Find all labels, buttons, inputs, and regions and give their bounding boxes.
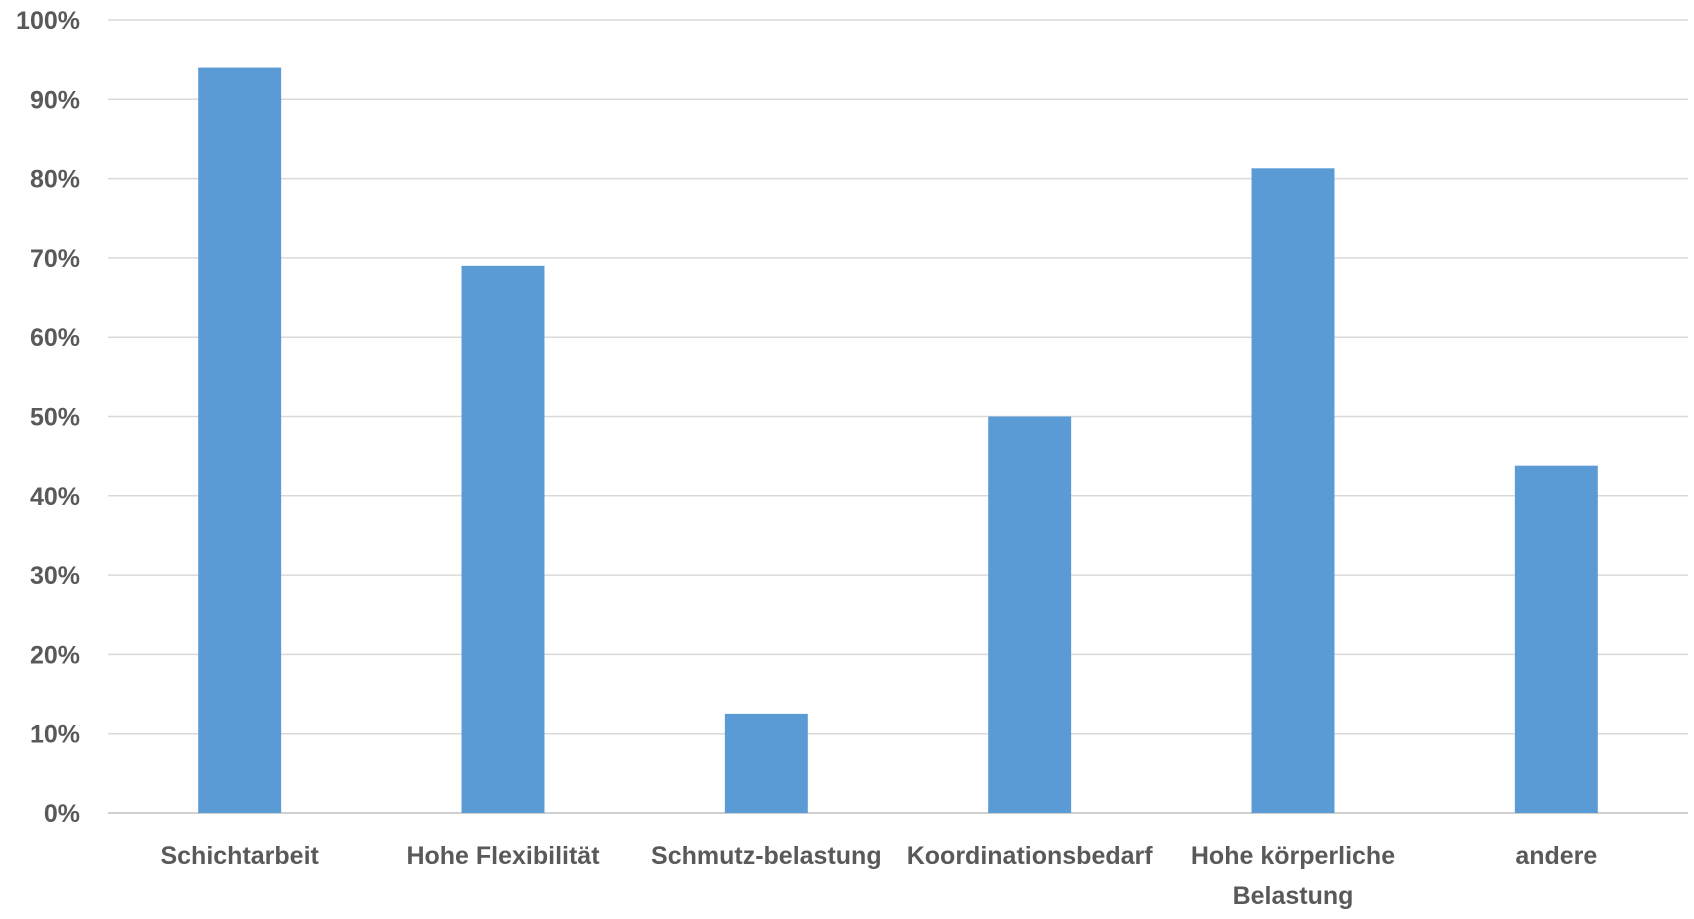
x-category-label: Schichtarbeit — [160, 842, 319, 870]
x-category-label-line: Belastung — [1233, 882, 1354, 910]
y-tick-label: 30% — [30, 562, 80, 590]
x-category-label-line: andere — [1515, 842, 1597, 870]
bar — [1514, 465, 1598, 813]
x-category-label-line: Schmutz-belastung — [651, 842, 882, 870]
x-category-label-line: Hohe körperliche — [1191, 842, 1395, 870]
y-tick-label: 70% — [30, 245, 80, 273]
y-tick-label: 80% — [30, 166, 80, 194]
y-tick-label: 20% — [30, 641, 80, 669]
x-category-label-line: Schichtarbeit — [160, 842, 319, 870]
y-tick-label: 40% — [30, 483, 80, 511]
bar — [198, 67, 282, 813]
y-tick-label: 50% — [30, 404, 80, 432]
bar — [724, 713, 808, 813]
grid-layer — [108, 19, 1688, 814]
x-category-label: Hohe Flexibilität — [406, 842, 600, 870]
x-category-label: andere — [1515, 842, 1597, 870]
y-tick-label: 100% — [16, 7, 80, 35]
x-category-label-line: Koordinationsbedarf — [907, 842, 1154, 870]
x-category-label: Schmutz-belastung — [651, 842, 882, 870]
bar — [461, 265, 545, 814]
y-axis: 0% 10% 20% 30% 40% 50% 60% 70% 80% 90% 100% — [16, 7, 80, 828]
bar-layer — [198, 67, 1598, 814]
bar — [1251, 168, 1335, 813]
y-tick-label: 0% — [44, 800, 80, 828]
x-category-label-line: Hohe Flexibilität — [406, 842, 600, 870]
bar — [988, 416, 1072, 813]
y-tick-label: 60% — [30, 324, 80, 352]
y-tick-label: 90% — [30, 86, 80, 114]
x-category-label: Hohe körperliche Belastung — [1191, 842, 1395, 910]
y-tick-label: 10% — [30, 721, 80, 749]
x-axis: Schichtarbeit Hohe Flexibilität Schmutz-be… — [160, 842, 1597, 910]
x-category-label: Koordinationsbedarf — [907, 842, 1154, 870]
